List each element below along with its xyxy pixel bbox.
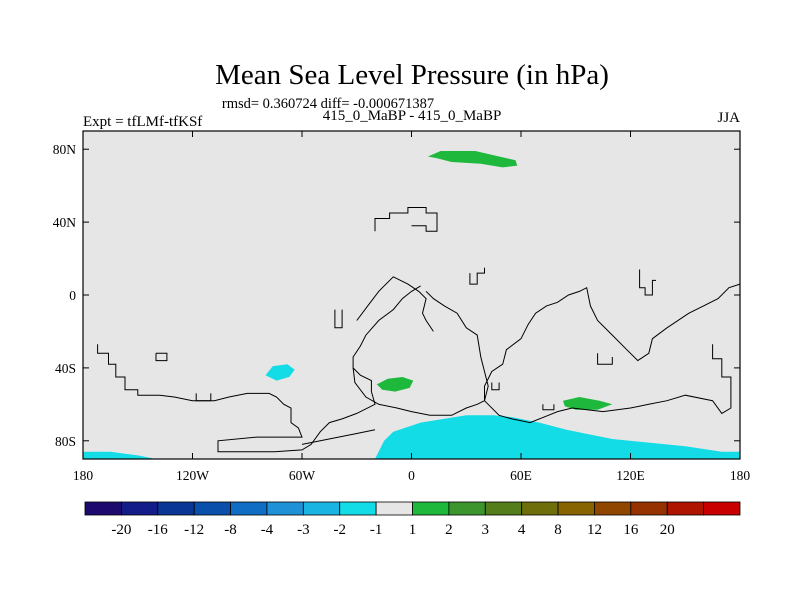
stats-line: rmsd= 0.360724 diff= -0.000671387 (222, 96, 434, 112)
south-pacific-negative-blob (265, 364, 295, 381)
colorbar-swatch (230, 501, 268, 516)
colorbar-label: -20 (111, 522, 131, 538)
colorbar-swatch (120, 501, 159, 516)
colorbar-label: 12 (587, 522, 602, 538)
caribbean-outline (334, 309, 343, 329)
chart-title: Mean Sea Level Pressure (in hPa) (215, 59, 609, 91)
south-indian-positive-blob (563, 397, 613, 410)
colorbar: -20 -16 -12 -8 -4 -3 -2 -1 1 2 3 4 8 12 16 20 (84, 501, 741, 538)
y-tick-label: 40S (55, 361, 76, 376)
colorbar-swatch (157, 501, 195, 516)
x-tick-label: 0 (408, 468, 415, 483)
colorbar-label: 2 (445, 522, 453, 538)
colorbar-label: 4 (518, 522, 526, 538)
kerguelen-outline (491, 382, 500, 391)
colorbar-swatch (193, 501, 231, 516)
colorbar-swatch (302, 501, 341, 516)
colorbar-label: 8 (554, 522, 562, 538)
colorbar-label: 1 (409, 522, 417, 538)
indonesia-outline (597, 353, 613, 365)
x-tick-label: 60E (510, 468, 532, 483)
colorbar-label: -4 (261, 522, 274, 538)
colorbar-swatch (521, 501, 559, 516)
colorbar-swatch (266, 501, 304, 516)
colorbar-swatch (412, 501, 450, 516)
x-tick-label: 180 (73, 468, 94, 483)
colorbar-swatch (630, 501, 668, 516)
colorbar-swatch (666, 501, 705, 516)
x-tick-label: 180 (730, 468, 751, 483)
y-tick-label: 0 (69, 288, 76, 303)
colorbar-label: -1 (370, 522, 383, 538)
experiment-label: Expt = tfLMf-tfKSf (83, 114, 202, 130)
colorbar-label: -12 (184, 522, 204, 538)
colorbar-label: -16 (148, 522, 168, 538)
x-tick-label: 120E (616, 468, 645, 483)
colorbar-label: -8 (224, 522, 237, 538)
colorbar-swatch (339, 501, 377, 516)
south-atlantic-positive-blob (376, 377, 414, 392)
north-africa-outline (356, 276, 434, 332)
america-coastline (97, 285, 421, 453)
antarctic-fragment (301, 429, 376, 445)
x-tick-label: 60W (289, 468, 316, 483)
antarctic-negative-region (375, 415, 740, 459)
colorbar-swatch (375, 501, 413, 516)
dateline-negative-strip (83, 451, 156, 459)
colorbar-label: 20 (660, 522, 675, 538)
japan-outline (639, 269, 656, 296)
y-tick-label: 40N (53, 215, 77, 230)
colorbar-swatch (703, 501, 741, 516)
colorbar-swatch (594, 501, 632, 516)
colorbar-swatch (484, 501, 523, 516)
greenland-outline (374, 207, 438, 232)
colorbar-swatch (448, 501, 486, 516)
arabia-outline (469, 267, 485, 285)
y-tick-label: 80N (53, 142, 77, 157)
colorbar-label: -3 (297, 522, 310, 538)
season-label: JJA (717, 110, 740, 126)
pacific-islands-b (195, 393, 212, 402)
colorbar-label: 3 (482, 522, 490, 538)
asia-coastline (484, 283, 741, 424)
map-panel: 180 120W 60W 0 60E 120E 180 80N 40N 0 40S 80S (53, 130, 751, 483)
colorbar-swatch (557, 501, 595, 516)
y-tick-label: 80S (55, 434, 76, 449)
colorbar-label: -2 (333, 522, 346, 538)
africa-coastline (352, 291, 489, 416)
madagascar-outline (542, 404, 555, 411)
colorbar-label: 16 (623, 522, 639, 538)
pacific-islands-a (155, 352, 168, 362)
map-background (83, 131, 740, 459)
colorbar-swatch (84, 501, 122, 516)
arctic-positive-blob (427, 151, 518, 168)
chart-subtitle: 415_0_MaBP - 415_0_MaBP (323, 108, 502, 124)
x-tick-label: 120W (176, 468, 209, 483)
